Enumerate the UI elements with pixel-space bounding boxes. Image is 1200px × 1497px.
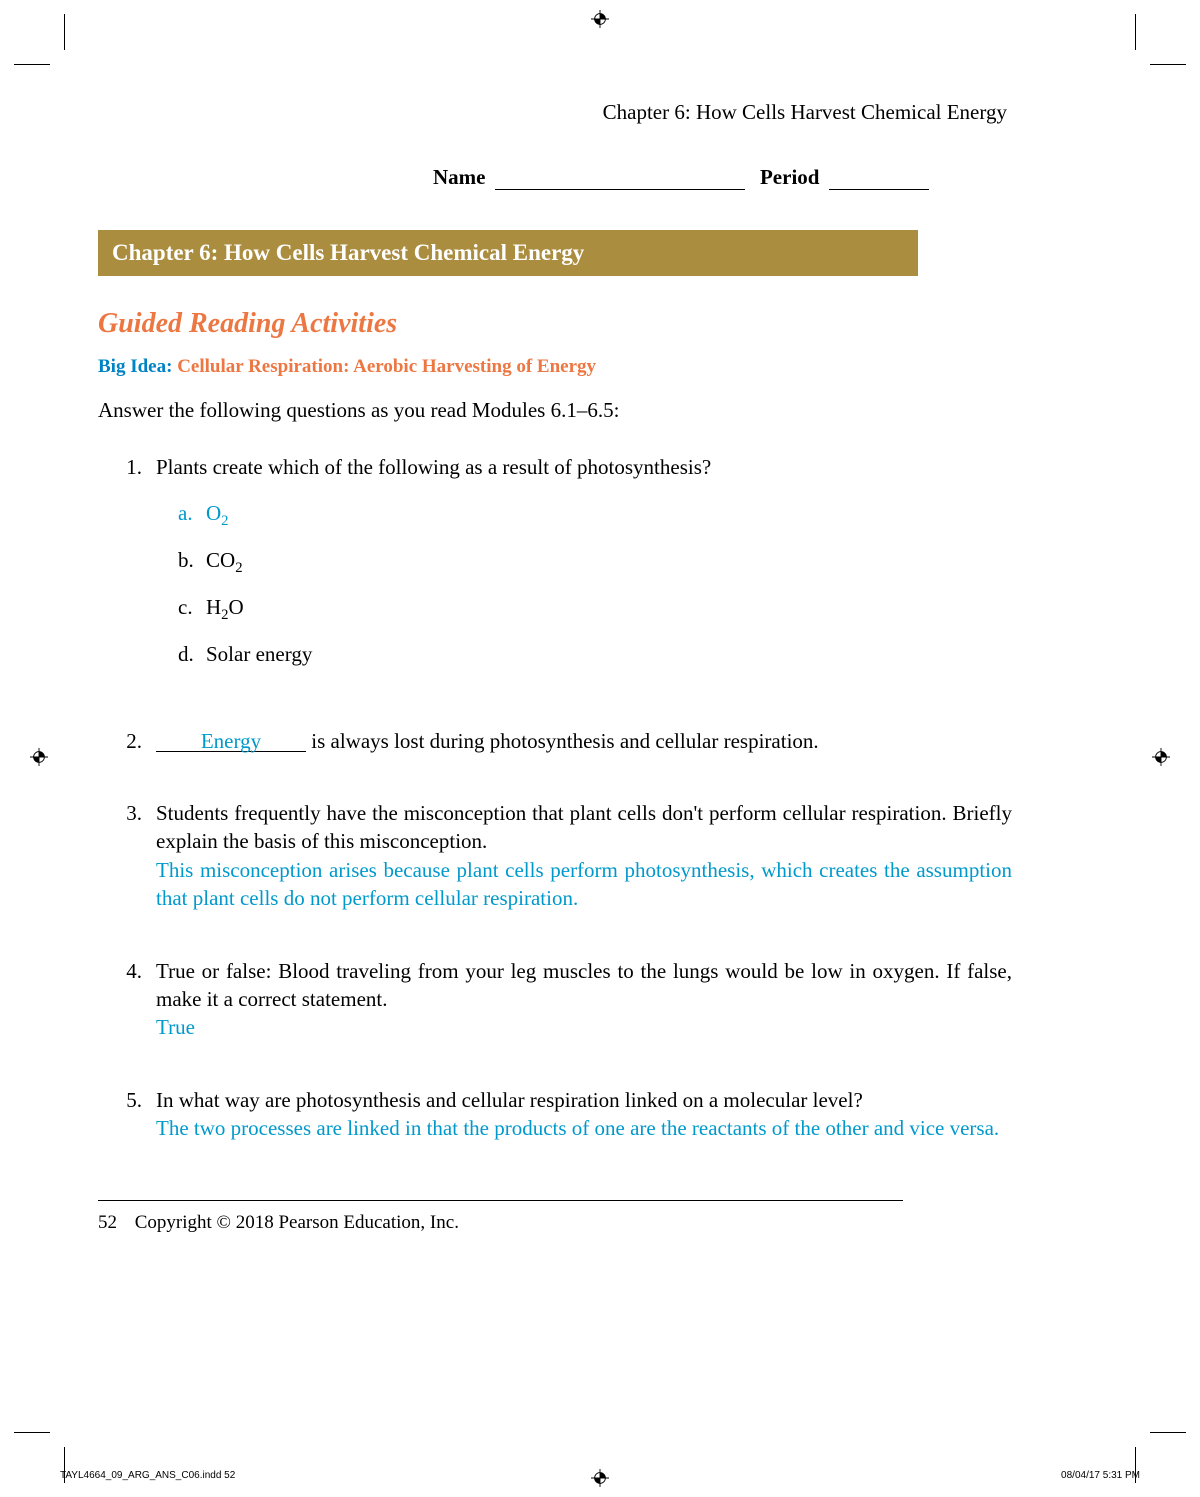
question-2: 2. Energy is always lost during photosyn… (122, 727, 1102, 755)
period-label: Period (760, 165, 819, 189)
name-blank[interactable] (495, 167, 745, 190)
crop-mark (1150, 64, 1186, 65)
page-content: Chapter 6: How Cells Harvest Chemical En… (98, 100, 1102, 1186)
answer-text: This misconception arises because plant … (156, 856, 1012, 913)
question-number: 4. (122, 957, 156, 1042)
question-4: 4. True or false: Blood traveling from y… (122, 957, 1102, 1042)
crop-mark (1135, 14, 1136, 50)
fill-blank[interactable]: Energy (156, 727, 306, 752)
choice-a: a. O2 (178, 499, 1012, 532)
footer: 52 Copyright © 2018 Pearson Education, I… (98, 1212, 459, 1234)
question-text: Plants create which of the following as … (156, 455, 711, 479)
chapter-banner: Chapter 6: How Cells Harvest Chemical En… (98, 230, 918, 276)
crop-mark (14, 64, 50, 65)
registration-mark-left (30, 748, 48, 766)
period-blank[interactable] (829, 167, 929, 190)
registration-mark-right (1152, 748, 1170, 766)
name-label: Name (433, 165, 485, 189)
questions-list: 1. Plants create which of the following … (122, 453, 1102, 1142)
question-text: True or false: Blood traveling from your… (156, 959, 1012, 1011)
crop-mark (64, 14, 65, 50)
question-text: Students frequently have the misconcepti… (156, 801, 1012, 853)
question-5: 5. In what way are photosynthesis and ce… (122, 1086, 1102, 1143)
question-number: 2. (122, 727, 156, 755)
question-3: 3. Students frequently have the misconce… (122, 799, 1102, 912)
slug-datetime: 08/04/17 5:31 PM (1061, 1470, 1140, 1481)
big-idea: Big Idea: Cellular Respiration: Aerobic … (98, 356, 1102, 378)
choice-d: d. Solar energy (178, 640, 1012, 668)
chapter-header: Chapter 6: How Cells Harvest Chemical En… (98, 100, 1007, 125)
registration-mark-bottom (591, 1469, 609, 1487)
slug-file: TAYL4664_09_ARG_ANS_C06.indd 52 (60, 1470, 235, 1481)
question-number: 5. (122, 1086, 156, 1143)
choice-c: c. H2O (178, 593, 1012, 626)
choice-b: b. CO2 (178, 546, 1012, 579)
name-period-line: Name Period (433, 165, 1102, 190)
question-text: is always lost during photosynthesis and… (306, 729, 819, 753)
big-idea-topic: Cellular Respiration: Aerobic Harvesting… (177, 356, 596, 377)
crop-mark (14, 1432, 50, 1433)
footer-rule (98, 1200, 903, 1201)
question-1: 1. Plants create which of the following … (122, 453, 1102, 683)
question-number: 1. (122, 453, 156, 683)
question-number: 3. (122, 799, 156, 912)
registration-mark-top (591, 10, 609, 28)
big-idea-label: Big Idea: (98, 356, 172, 377)
question-text: In what way are photosynthesis and cellu… (156, 1088, 863, 1112)
copyright: Copyright © 2018 Pearson Education, Inc. (135, 1212, 459, 1233)
choices: a. O2 b. CO2 c. H2O d. Solar energy (178, 499, 1012, 668)
crop-mark (1150, 1432, 1186, 1433)
instruction: Answer the following questions as you re… (98, 398, 1102, 423)
section-title: Guided Reading Activities (98, 308, 1102, 340)
answer-text: The two processes are linked in that the… (156, 1114, 1012, 1142)
page-number: 52 (98, 1212, 130, 1234)
answer-text: True (156, 1013, 1012, 1041)
